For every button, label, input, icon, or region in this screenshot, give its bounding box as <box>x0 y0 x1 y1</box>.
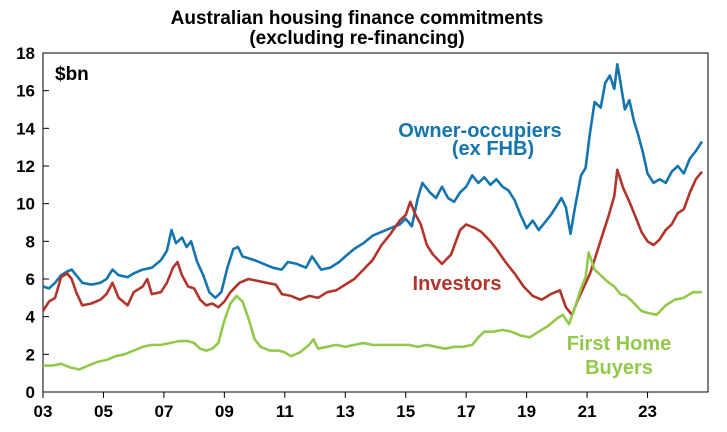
x-tick-label: 15 <box>396 402 415 421</box>
x-tick-label: 13 <box>336 402 355 421</box>
y-tick-label: 6 <box>26 270 35 289</box>
series-line-first-home-buyers <box>43 251 702 371</box>
x-tick-label: 23 <box>638 402 657 421</box>
series-label-first-home-buyers-line1: First Home <box>567 333 671 355</box>
y-axis-unit-label: $bn <box>55 64 89 85</box>
series-labels: Owner-occupiers (ex FHB) Investors First… <box>398 120 671 379</box>
series-label-investors: Investors <box>413 273 502 295</box>
series-label-owner-occupiers-line1: Owner-occupiers <box>398 120 561 142</box>
x-tick-label: 07 <box>154 402 173 421</box>
chart-subtitle: (excluding re-financing) <box>249 28 464 49</box>
y-tick-label: 14 <box>16 119 35 138</box>
series-label-owner-occupiers-line2: (ex FHB) <box>452 138 534 160</box>
x-tick-label: 21 <box>578 402 597 421</box>
y-tick-label: 16 <box>16 82 35 101</box>
y-axis: 0 2 4 6 8 10 12 14 16 18 <box>16 44 49 402</box>
y-tick-label: 2 <box>26 345 35 364</box>
series-lines <box>41 63 704 371</box>
chart-title: Australian housing finance commitments <box>171 8 544 29</box>
x-tick-label: 19 <box>517 402 536 421</box>
x-tick-label: 09 <box>215 402 234 421</box>
y-tick-label: 18 <box>16 44 35 63</box>
y-tick-label: 12 <box>16 157 35 176</box>
x-tick-label: 03 <box>34 402 53 421</box>
plot-frame <box>42 52 709 393</box>
series-line-investors <box>41 168 704 317</box>
y-tick-label: 0 <box>26 383 35 402</box>
x-tick-label: 17 <box>457 402 476 421</box>
y-tick-label: 4 <box>26 308 36 327</box>
series-label-first-home-buyers-line2: Buyers <box>585 357 653 379</box>
y-tick-label: 10 <box>16 195 35 214</box>
x-tick-label: 05 <box>94 402 113 421</box>
series-line-owner-occupiers <box>42 63 704 300</box>
x-axis: 03 05 07 09 11 13 15 17 19 21 23 <box>34 392 657 421</box>
y-tick-label: 8 <box>26 232 35 251</box>
x-tick-label: 11 <box>276 402 294 421</box>
